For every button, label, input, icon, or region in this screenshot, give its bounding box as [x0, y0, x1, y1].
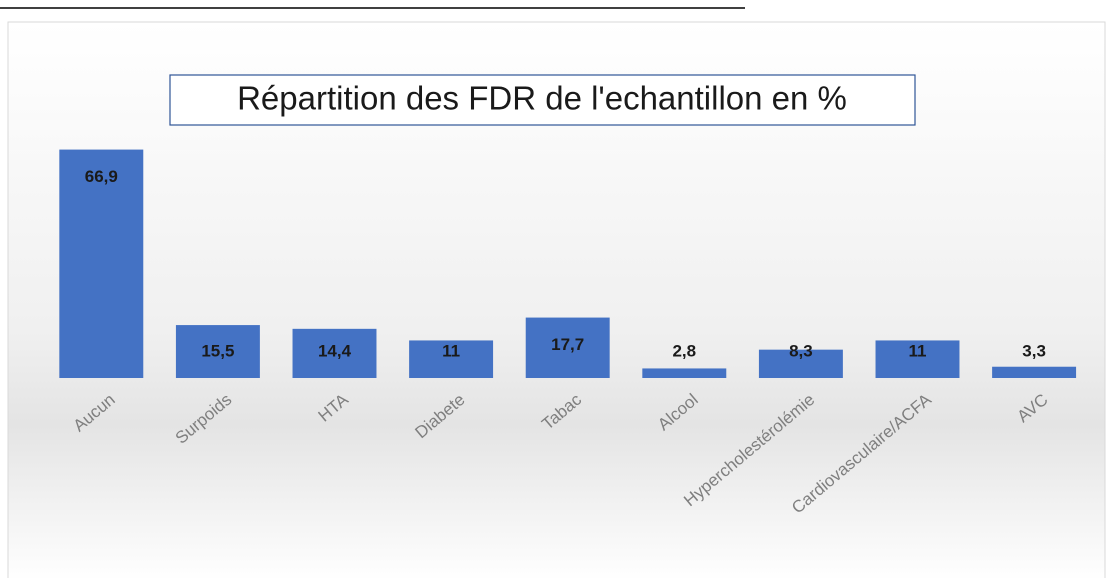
data-label: 66,9: [85, 167, 118, 186]
bar: [875, 340, 960, 378]
chart-title: Répartition des FDR de l'echantillon en …: [237, 80, 847, 117]
data-label: 2,8: [672, 341, 696, 360]
data-label: 14,4: [318, 341, 352, 360]
bar: [292, 328, 377, 378]
title-box: [169, 74, 916, 126]
data-label: 11: [442, 341, 460, 360]
data-label: 17,7: [551, 335, 584, 354]
data-label: 15,5: [201, 341, 234, 360]
bar: [642, 368, 727, 378]
bar: [409, 340, 494, 378]
bar: [175, 325, 260, 378]
data-label: 11: [909, 341, 927, 360]
data-label: 8,3: [789, 341, 813, 360]
bar: [59, 149, 144, 378]
bar: [758, 349, 843, 378]
bar: [525, 317, 610, 378]
data-label: 3,3: [1022, 341, 1046, 360]
bar: [992, 366, 1077, 378]
